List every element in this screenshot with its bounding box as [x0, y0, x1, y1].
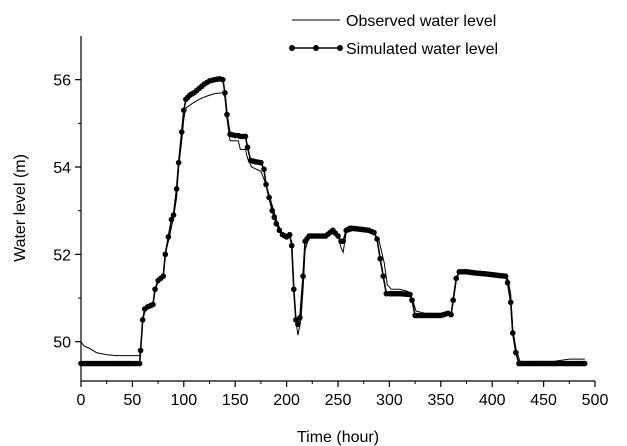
y-tick-label: 50 [53, 335, 71, 352]
x-tick-label: 300 [376, 392, 403, 409]
x-tick-label: 50 [124, 392, 142, 409]
simulated-point [178, 129, 185, 135]
simulated-point [271, 214, 278, 221]
simulated-point [261, 166, 267, 172]
simulated-point [150, 301, 156, 308]
legend-marker-simulated [313, 45, 319, 51]
y-ticks: 50 52 54 56 [53, 73, 81, 352]
simulated-point [137, 347, 144, 354]
legend-label-simulated: Simulated water level [346, 41, 498, 58]
series-layer [78, 76, 588, 367]
simulated-point [371, 229, 377, 236]
simulated-point [242, 133, 249, 140]
simulated-point [295, 321, 301, 328]
y-tick-label: 52 [53, 247, 71, 264]
simulated-markers [78, 76, 588, 367]
simulated-point [513, 349, 519, 356]
simulated-point [165, 234, 172, 240]
simulated-point [507, 299, 514, 306]
simulated-point [269, 207, 276, 214]
simulated-point [276, 227, 283, 234]
x-tick-label: 350 [427, 392, 454, 409]
simulated-point [136, 360, 143, 367]
simulated-point [139, 317, 146, 323]
plot-area: 0 50 100 150 200 250 300 350 400 450 500 50 52 54 56 [53, 36, 608, 409]
simulated-point [300, 273, 306, 279]
simulated-point [380, 273, 387, 279]
simulated-point [168, 216, 175, 223]
simulated-point [374, 236, 380, 242]
simulated-point [377, 255, 383, 262]
simulated-point [340, 238, 346, 245]
y-tick-label: 56 [53, 73, 71, 90]
x-tick-label: 200 [273, 392, 300, 409]
simulated-point [266, 194, 272, 201]
simulated-point [450, 297, 456, 304]
simulated-point [273, 220, 280, 227]
simulated-point [504, 279, 511, 286]
simulated-point [297, 314, 303, 321]
simulated-point [453, 275, 460, 282]
x-tick-label: 450 [530, 392, 557, 409]
x-tick-label: 500 [582, 392, 609, 409]
simulated-point [288, 242, 295, 249]
simulated-point [224, 111, 230, 118]
legend-marker-simulated [337, 45, 343, 51]
simulated-point [152, 286, 158, 293]
simulated-point [173, 186, 180, 192]
legend-label-observed: Observed water level [346, 13, 496, 30]
plot-frame [81, 36, 595, 381]
simulated-point [220, 76, 226, 83]
simulated-point [509, 330, 516, 336]
legend-marker-simulated [289, 45, 295, 51]
simulated-point [291, 286, 297, 293]
simulated-point [286, 231, 293, 238]
x-tick-label: 100 [170, 392, 197, 409]
simulated-point [263, 181, 269, 188]
x-ticks: 0 50 100 150 200 250 300 350 400 450 500 [77, 381, 609, 409]
simulated-point [448, 311, 454, 318]
simulated-point [244, 144, 251, 151]
simulated-point [409, 297, 415, 304]
simulated-point [175, 159, 182, 166]
simulated-point [293, 317, 299, 323]
series-line-simulated [81, 77, 585, 365]
simulated-point [581, 360, 588, 367]
simulated-point [181, 107, 187, 114]
x-axis-title: Time (hour) [297, 429, 379, 446]
legend: Observed water level Simulated water lev… [289, 13, 498, 58]
simulated-point [160, 273, 167, 279]
simulated-point [407, 291, 413, 298]
simulated-point [258, 159, 264, 166]
simulated-point [502, 273, 509, 279]
simulated-point [335, 233, 341, 239]
x-tick-label: 250 [325, 392, 352, 409]
y-tick-label: 54 [53, 160, 71, 177]
simulated-point [222, 89, 228, 96]
x-tick-label: 150 [222, 392, 249, 409]
series-line-observed [80, 92, 585, 362]
y-axis-title: Water level (m) [12, 154, 29, 262]
x-tick-label: 400 [479, 392, 506, 409]
simulated-point [162, 251, 169, 258]
x-tick-label: 0 [77, 392, 86, 409]
simulated-point [170, 212, 177, 218]
